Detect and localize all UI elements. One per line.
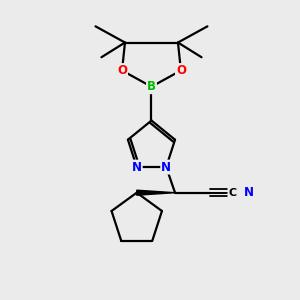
- Text: O: O: [117, 64, 127, 77]
- Polygon shape: [137, 190, 175, 195]
- Text: B: B: [147, 80, 156, 93]
- Text: C: C: [228, 188, 236, 198]
- Text: N: N: [161, 160, 171, 174]
- Text: N: N: [244, 186, 254, 199]
- Text: O: O: [176, 64, 186, 77]
- Text: N: N: [132, 160, 142, 174]
